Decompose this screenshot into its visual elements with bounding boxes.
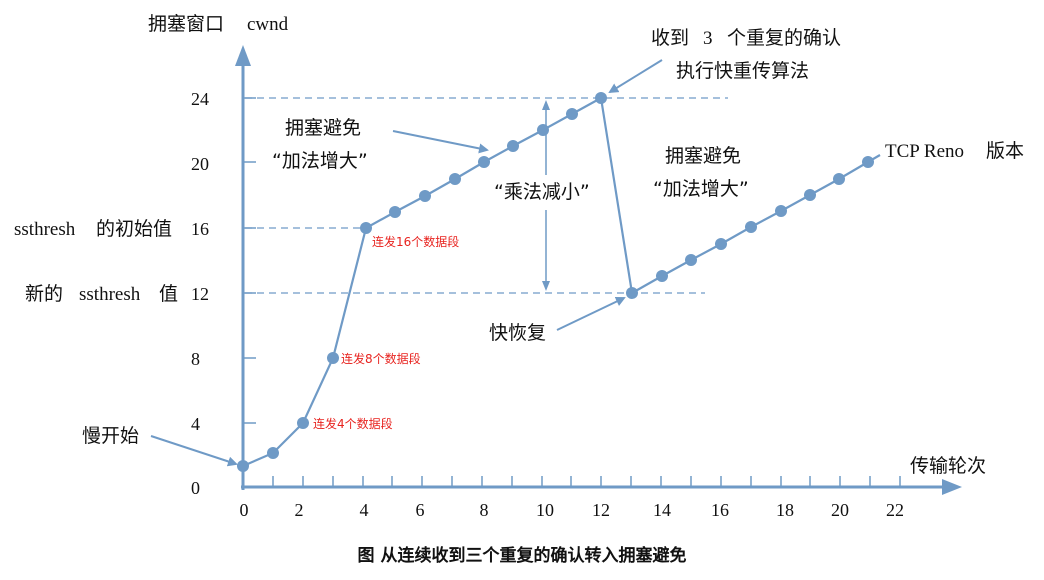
x-axis-arrow-icon [942,479,962,495]
congestion-avoidance-arrow-1 [392,130,489,154]
data-point [566,108,578,120]
congestion-avoidance-label-2: 拥塞避免 “加法增大” [653,145,749,200]
data-points [237,92,874,472]
x-tick-label: 8 [480,500,489,520]
data-point [862,156,874,168]
svg-text:版本: 版本 [986,140,1024,162]
x-tick-label: 22 [886,500,904,520]
data-point [656,270,668,282]
svg-text:“加法增大”: “加法增大” [653,178,749,200]
x-axis [241,476,962,495]
data-point [775,205,787,217]
data-point [685,254,697,266]
x-tick-label: 18 [776,500,794,520]
x-axis-title: 传输轮次 [910,455,986,477]
arrow-down-icon [542,281,550,291]
svg-text:拥塞避免: 拥塞避免 [665,145,741,167]
y-tick-label: 0 [191,478,200,498]
data-point [478,156,490,168]
arrow-up-icon [542,100,550,110]
y-tick-labels: 0 4 8 12 16 20 24 [191,89,209,498]
data-point [804,189,816,201]
data-point [449,173,461,185]
data-point [297,417,309,429]
x-tick-label: 6 [416,500,425,520]
svg-text:个重复的确认: 个重复的确认 [727,27,841,49]
data-point [833,173,845,185]
y-tick-label: 4 [191,414,200,434]
x-tick-label: 16 [711,500,729,520]
svg-text:的初始值: 的初始值 [96,218,172,240]
y-tick-label: 16 [191,219,209,239]
svg-text:3: 3 [703,28,713,49]
y-tick-label: 24 [191,89,209,109]
data-point [267,447,279,459]
x-tick-label: 12 [592,500,610,520]
ssthresh-new-label: 新的 ssthresh 值 [25,283,178,305]
svg-text:ssthresh: ssthresh [79,284,141,305]
svg-text:执行快重传算法: 执行快重传算法 [676,60,809,82]
congestion-avoidance-label-1: 拥塞避免 “加法增大” [272,117,368,172]
data-point [537,124,549,136]
x-tick-label: 4 [360,500,369,520]
multiplicative-decrease-label: “乘法减小” [494,181,590,203]
multiplicative-decrease-arrow [542,100,550,291]
svg-text:值: 值 [159,283,178,305]
ssthresh-initial-label: ssthresh 的初始值 [14,218,172,240]
x-tick-label: 14 [653,500,671,520]
y-axis-title: 拥塞窗口 cwnd [148,13,289,35]
data-point [327,352,339,364]
data-point [360,222,372,234]
data-point [507,140,519,152]
data-point [745,221,757,233]
y-axis-title-en: cwnd [247,14,289,35]
three-dup-acks-label: 收到 3 个重复的确认 执行快重传算法 [651,27,841,82]
y-axis-title-cn: 拥塞窗口 [148,13,224,35]
burst-4-label: 连发4个数据段 [313,416,393,431]
svg-text:拥塞避免: 拥塞避免 [285,117,361,139]
y-tick-label: 8 [191,349,200,369]
data-point [419,190,431,202]
figure-caption: 图 从连续收到三个重复的确认转入拥塞避免 [358,545,687,566]
x-tick-labels: 0 2 4 6 8 10 12 14 16 18 20 22 [240,500,905,520]
data-point [237,460,249,472]
tcp-reno-label: TCP Reno 版本 [885,140,1024,162]
slow-start-arrow [150,435,238,467]
y-axis [235,45,256,490]
data-point [626,287,638,299]
y-tick-label: 20 [191,154,209,174]
y-tick-label: 12 [191,284,209,304]
svg-text:“加法增大”: “加法增大” [272,150,368,172]
svg-text:TCP Reno: TCP Reno [885,141,964,162]
x-tick-label: 10 [536,500,554,520]
y-axis-arrow-icon [235,45,251,66]
svg-text:收到: 收到 [651,27,689,49]
burst-16-label: 连发16个数据段 [372,234,459,249]
data-point [595,92,607,104]
data-point [715,238,727,250]
burst-8-label: 连发8个数据段 [341,351,421,366]
fast-recovery-label: 快恢复 [489,322,546,344]
svg-text:新的: 新的 [25,283,63,305]
x-tick-label: 2 [295,500,304,520]
x-tick-label: 0 [240,500,249,520]
slow-start-label: 慢开始 [82,425,139,447]
fast-recovery-arrow [556,296,626,331]
data-point [389,206,401,218]
three-dup-acks-arrow [608,59,663,94]
x-tick-label: 20 [831,500,849,520]
svg-text:ssthresh: ssthresh [14,219,76,240]
reference-lines [245,97,728,294]
